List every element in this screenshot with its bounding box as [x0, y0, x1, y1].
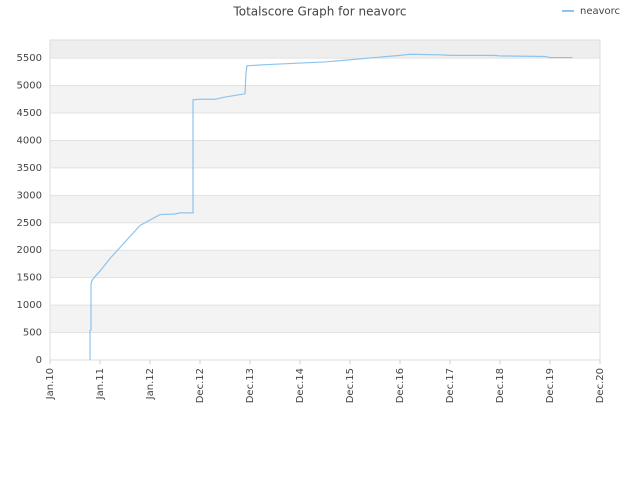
y-tick-label: 2000	[17, 245, 42, 256]
y-tick-label: 5500	[17, 53, 42, 64]
x-tick-label: Dec.16	[395, 368, 406, 403]
y-tick-label: 1500	[17, 273, 42, 284]
grid-band	[50, 40, 600, 59]
x-tick-label: Dec.18	[495, 368, 506, 403]
x-tick-label: Dec.17	[445, 368, 456, 403]
x-tick-label: Jan.10	[45, 368, 56, 400]
grid-band	[50, 195, 600, 223]
y-tick-label: 500	[23, 328, 42, 339]
grid-band	[50, 305, 600, 333]
legend-label: neavorc	[580, 6, 620, 17]
y-tick-label: 4500	[17, 108, 42, 119]
y-tick-label: 5000	[17, 81, 42, 92]
x-tick-label: Dec.19	[545, 368, 556, 403]
x-tick-label: Jan.11	[95, 368, 106, 400]
x-tick-label: Jan.12	[145, 368, 156, 400]
x-tick-label: Dec.12	[195, 368, 206, 403]
x-tick-label: Dec.15	[345, 368, 356, 403]
y-tick-label: 1000	[17, 300, 42, 311]
x-tick-label: Dec.13	[245, 368, 256, 403]
grid-band	[50, 85, 600, 114]
y-tick-label: 0	[36, 355, 42, 366]
grid-band	[50, 140, 600, 168]
plot-border	[49, 39, 601, 361]
line	[89, 53, 573, 360]
y-tick-label: 3500	[17, 163, 42, 174]
y-tick-label: 2500	[17, 218, 42, 229]
y-tick-label: 3000	[17, 190, 42, 201]
x-tick-label: Dec.14	[295, 368, 306, 403]
y-tick-label: 4000	[17, 135, 42, 146]
grid-band	[50, 250, 600, 278]
chart-title: Totalscore Graph for neavorc	[232, 5, 406, 19]
x-tick-label: Dec.20	[595, 368, 606, 403]
